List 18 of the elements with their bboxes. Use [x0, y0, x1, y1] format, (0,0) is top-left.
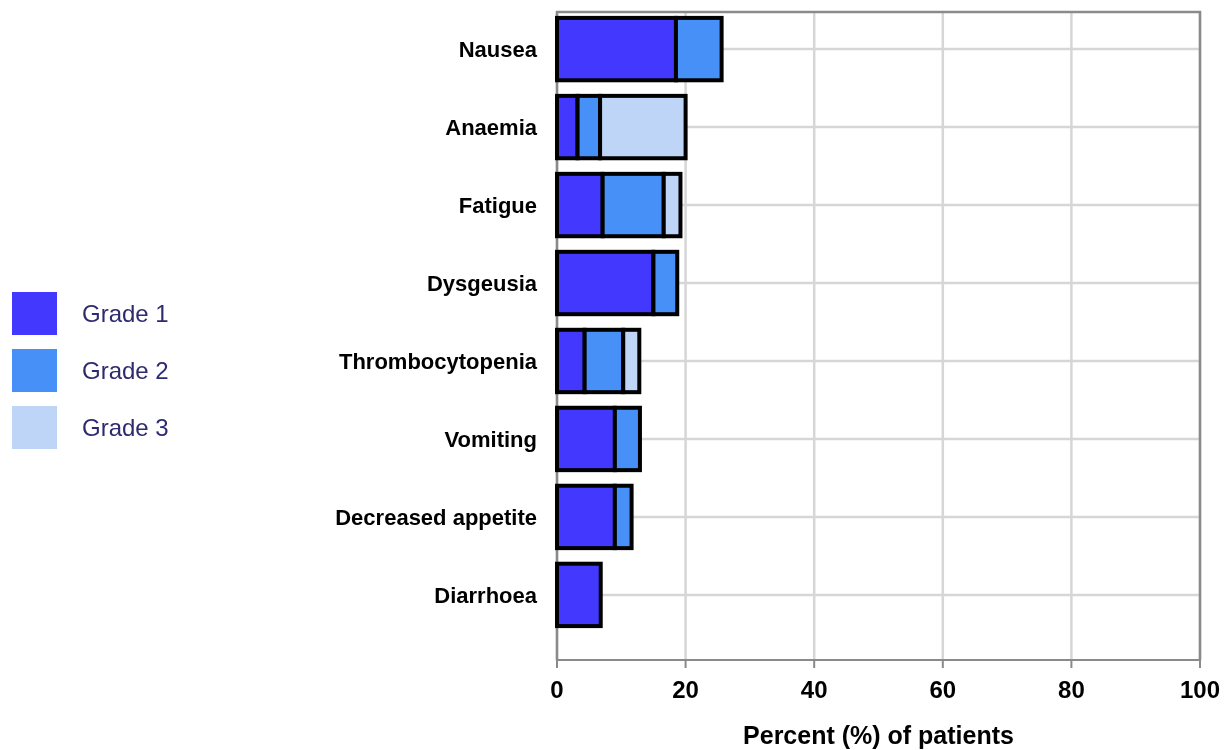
y-tick-label: Diarrhoea — [434, 582, 538, 608]
y-tick-label: Fatigue — [458, 192, 537, 218]
x-tick-label: 100 — [1179, 676, 1221, 703]
y-tick-label: Nausea — [458, 36, 538, 62]
x-tick-label: 60 — [929, 676, 957, 703]
y-tick-label: Thrombocytopenia — [338, 348, 538, 374]
x-tick-label: 40 — [800, 676, 828, 703]
y-tick-label: Decreased appetite — [335, 504, 537, 530]
y-tick-label: Anaemia — [445, 114, 538, 140]
x-tick-label: 20 — [672, 676, 699, 703]
x-tick-label: 80 — [1058, 676, 1085, 703]
y-tick-label: Vomiting — [444, 426, 537, 452]
legend-label: Grade 1 — [82, 300, 169, 328]
x-tick-label: 0 — [550, 676, 564, 703]
legend-label: Grade 3 — [82, 414, 169, 442]
y-tick-label: Dysgeusia — [426, 270, 538, 296]
x-axis-title: Percent (%) of patients — [743, 721, 1014, 749]
legend-label: Grade 2 — [82, 357, 169, 385]
